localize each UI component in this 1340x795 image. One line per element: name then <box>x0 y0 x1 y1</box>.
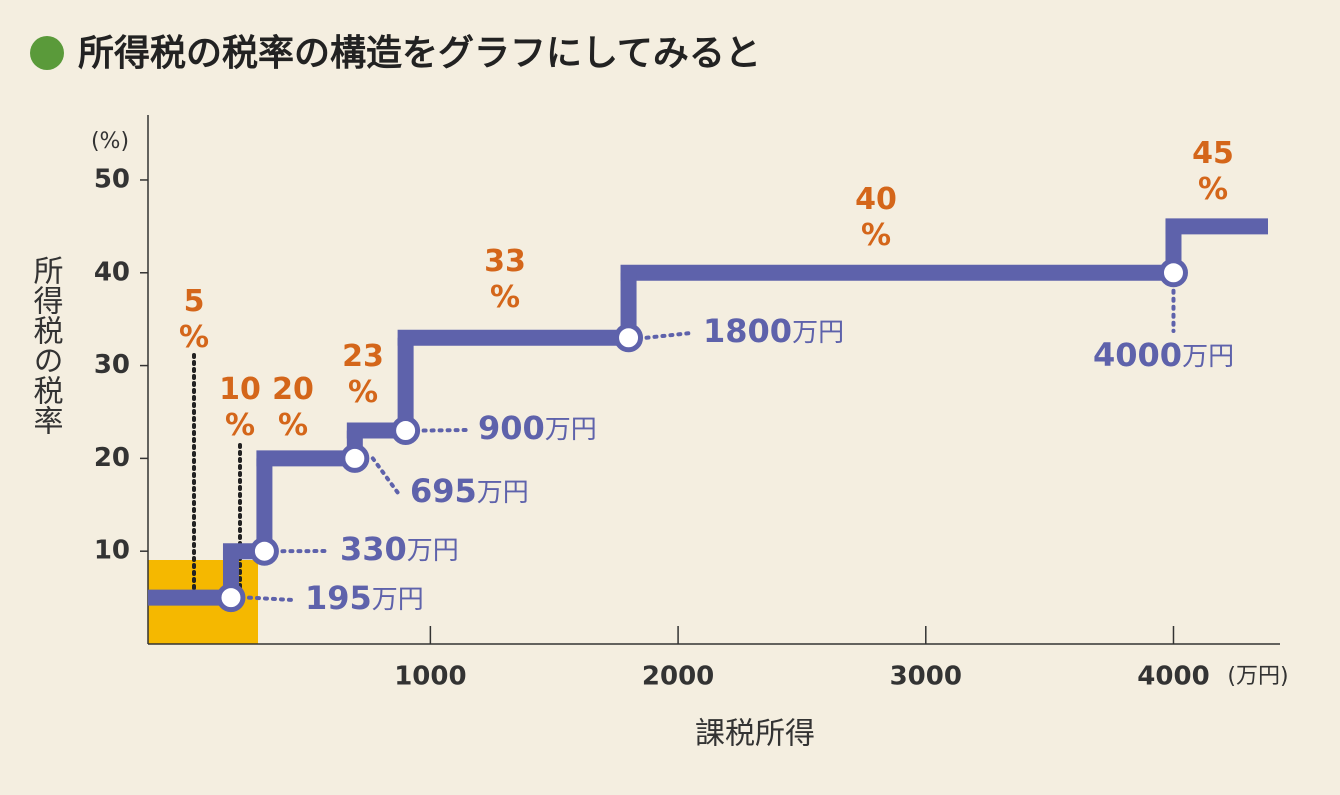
rate-label: 40 % <box>855 182 897 253</box>
break-point <box>340 443 370 473</box>
break-point <box>391 416 421 446</box>
break-value: 695 <box>410 472 477 510</box>
break-point <box>614 323 644 353</box>
break-unit: 万円 <box>372 585 424 615</box>
rate-label: 5 % <box>178 284 210 355</box>
break-unit: 万円 <box>1182 342 1234 372</box>
y-tick-label: 20 <box>94 443 130 473</box>
break-label: 1800万円 <box>703 312 844 350</box>
rate-label: 33 % <box>484 244 526 315</box>
x-tick-label: 3000 <box>890 662 962 692</box>
y-tick-label: 50 <box>94 164 130 194</box>
x-unit: (万円) <box>1227 664 1288 689</box>
break-label: 695万円 <box>410 472 529 510</box>
y-tick-label: 10 <box>94 536 130 566</box>
break-leader <box>370 456 400 495</box>
rate-label: 20 % <box>272 372 314 443</box>
x-tick-label: 1000 <box>394 662 466 692</box>
x-tick-label: 2000 <box>642 662 714 692</box>
break-unit: 万円 <box>545 415 597 445</box>
break-unit: 万円 <box>407 536 459 566</box>
y-axis-label: 所得税の税率 <box>28 255 64 435</box>
x-axis-label: 課税所得 <box>695 717 815 752</box>
break-unit: 万円 <box>477 478 529 508</box>
rate-label: 23 % <box>342 339 384 410</box>
break-leader <box>644 331 693 340</box>
break-value: 1800 <box>703 312 792 350</box>
break-unit: 万円 <box>792 318 844 348</box>
break-value: 4000 <box>1093 336 1182 374</box>
y-unit: (%) <box>91 129 129 154</box>
break-label: 330万円 <box>340 530 459 568</box>
break-label: 4000万円 <box>1093 336 1234 374</box>
break-point <box>249 536 279 566</box>
break-label: 195万円 <box>305 579 424 617</box>
break-value: 330 <box>340 530 407 568</box>
y-tick-label: 40 <box>94 257 130 287</box>
rate-label: 45 % <box>1192 136 1234 207</box>
y-tick-label: 30 <box>94 350 130 380</box>
break-leader <box>246 595 295 602</box>
break-label: 900万円 <box>478 409 597 447</box>
x-tick-label: 4000 <box>1137 662 1209 692</box>
break-point <box>1158 258 1188 288</box>
break-point <box>216 583 246 613</box>
break-value: 900 <box>478 409 545 447</box>
break-value: 195 <box>305 579 372 617</box>
title-bullet <box>30 36 64 70</box>
chart-title: 所得税の税率の構造をグラフにしてみると <box>78 33 761 74</box>
rate-label: 10 % <box>219 372 261 443</box>
break-leader <box>421 428 468 433</box>
